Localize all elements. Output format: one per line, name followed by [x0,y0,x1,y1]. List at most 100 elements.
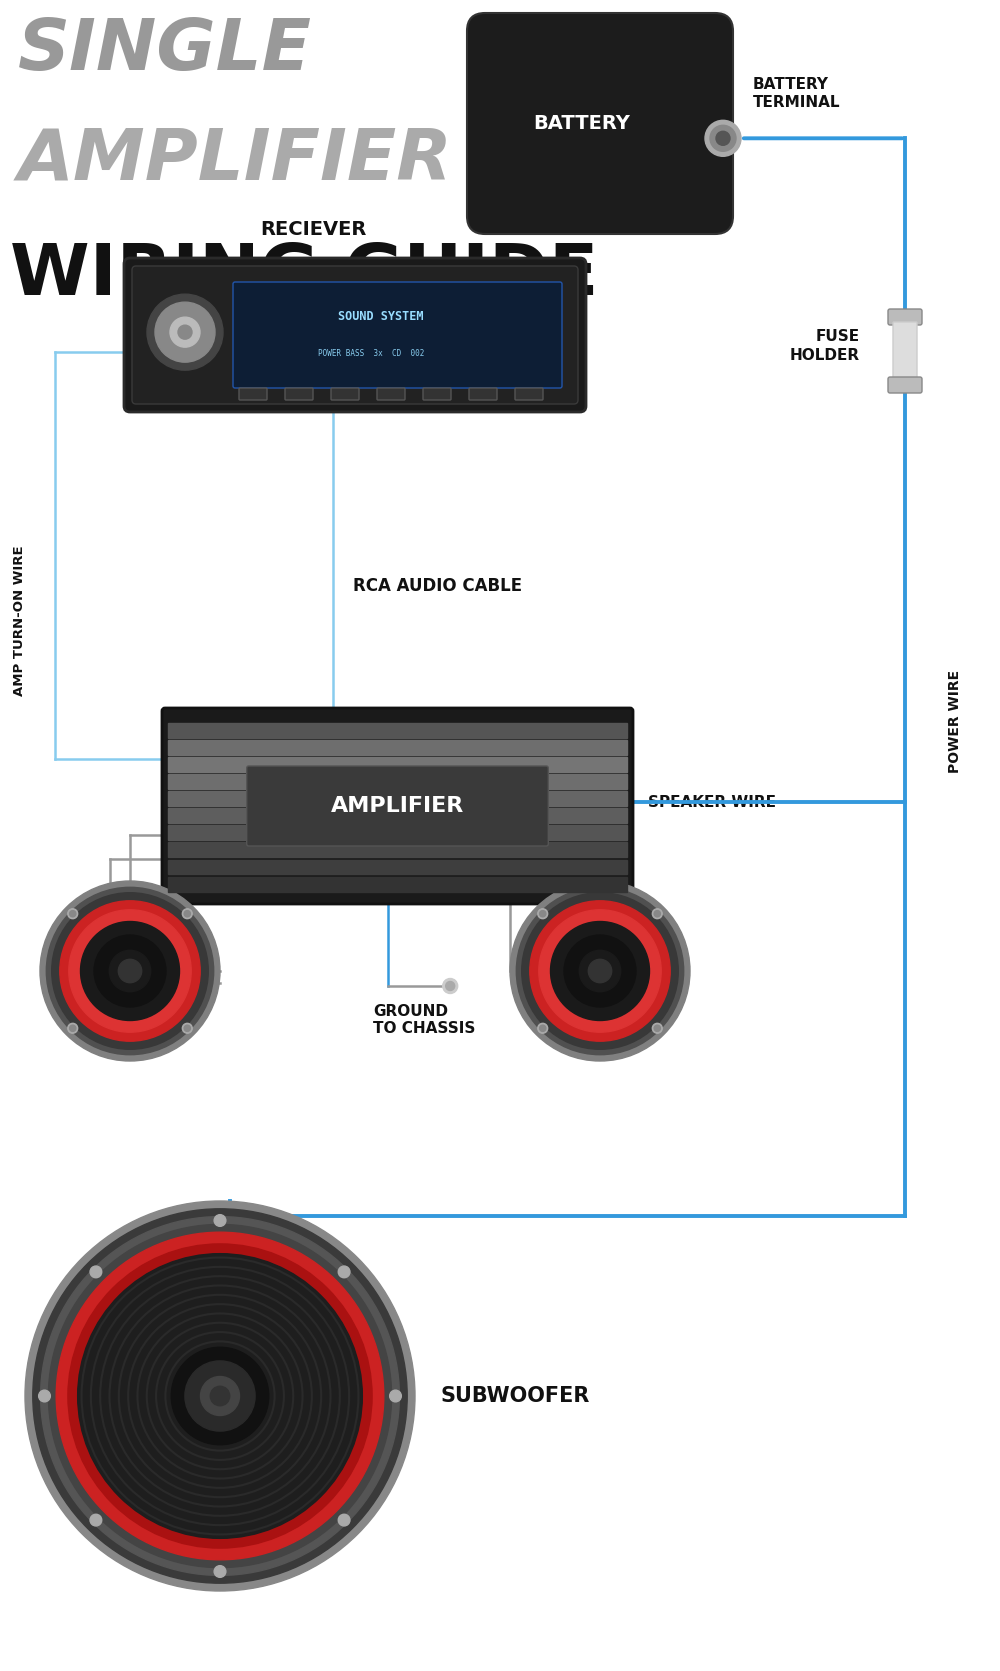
Circle shape [60,901,200,1041]
Circle shape [654,1024,660,1031]
Circle shape [68,1243,372,1547]
Circle shape [184,1024,190,1031]
Text: SOUND SYSTEM: SOUND SYSTEM [338,311,424,323]
Circle shape [109,951,151,991]
FancyBboxPatch shape [467,13,733,234]
Text: AMPLIFIER: AMPLIFIER [331,795,464,815]
Circle shape [654,911,660,917]
FancyBboxPatch shape [331,388,359,399]
Bar [168,774,627,789]
Circle shape [155,302,215,363]
Circle shape [90,1514,102,1526]
Circle shape [446,981,455,991]
Circle shape [48,1225,392,1567]
Circle shape [588,959,612,983]
Bar [168,790,627,805]
Text: WIRING GUIDE: WIRING GUIDE [10,241,598,311]
Circle shape [171,1347,269,1445]
FancyBboxPatch shape [233,282,562,388]
Circle shape [540,1024,546,1031]
Circle shape [25,1201,415,1591]
Circle shape [94,936,166,1008]
Circle shape [652,909,662,919]
Circle shape [705,120,741,157]
Circle shape [52,892,208,1049]
Bar [168,740,627,755]
Circle shape [68,1023,78,1033]
Circle shape [538,1023,548,1033]
FancyBboxPatch shape [888,378,922,393]
Text: SINGLE: SINGLE [18,17,312,85]
FancyBboxPatch shape [239,388,267,399]
Circle shape [118,959,142,983]
Circle shape [522,892,678,1049]
Bar [168,825,627,841]
FancyBboxPatch shape [469,388,497,399]
Circle shape [550,921,650,1021]
Circle shape [579,951,621,991]
Circle shape [539,909,661,1033]
FancyBboxPatch shape [285,388,313,399]
Circle shape [564,936,636,1008]
Bar [168,842,627,857]
Text: FUSE
HOLDER: FUSE HOLDER [790,329,860,363]
Circle shape [147,294,223,371]
Circle shape [390,1390,401,1402]
FancyBboxPatch shape [515,388,543,399]
Text: RCA AUDIO CABLE: RCA AUDIO CABLE [353,576,522,595]
Bar [168,724,627,737]
Circle shape [39,1390,50,1402]
Bar [168,877,627,892]
Text: BATTERY
TERMINAL: BATTERY TERMINAL [753,77,840,110]
FancyBboxPatch shape [132,266,578,404]
Circle shape [70,911,76,917]
Circle shape [184,911,190,917]
Circle shape [338,1267,350,1278]
Circle shape [530,901,670,1041]
Circle shape [69,909,191,1033]
Circle shape [716,132,730,145]
Circle shape [214,1566,226,1577]
FancyBboxPatch shape [377,388,405,399]
Circle shape [510,881,690,1061]
Text: AMPLIFIER: AMPLIFIER [18,125,453,196]
Circle shape [170,317,200,348]
Circle shape [41,1216,399,1576]
FancyBboxPatch shape [888,309,922,324]
FancyBboxPatch shape [124,257,586,413]
Circle shape [68,909,78,919]
Circle shape [46,887,214,1054]
Circle shape [90,1267,102,1278]
Circle shape [516,887,684,1054]
Text: SUBWOOFER: SUBWOOFER [440,1385,589,1405]
Circle shape [538,909,548,919]
Bar [168,757,627,772]
Circle shape [201,1377,240,1415]
Circle shape [652,1023,662,1033]
Circle shape [56,1232,384,1559]
Circle shape [210,1387,230,1405]
Text: RECIEVER: RECIEVER [260,221,366,239]
Circle shape [182,909,192,919]
FancyBboxPatch shape [162,709,633,904]
Bar [168,859,627,874]
Text: SPEAKER WIRE: SPEAKER WIRE [648,795,776,810]
FancyBboxPatch shape [423,388,451,399]
Text: POWER WIRE: POWER WIRE [948,670,962,772]
Circle shape [70,1024,76,1031]
Bar [168,809,627,824]
Circle shape [33,1208,407,1582]
Circle shape [443,979,458,994]
FancyBboxPatch shape [893,323,917,379]
FancyBboxPatch shape [247,765,548,846]
Circle shape [182,1023,192,1033]
Circle shape [40,881,220,1061]
Text: BATTERY: BATTERY [533,114,630,134]
Circle shape [540,911,546,917]
Circle shape [338,1514,350,1526]
Text: AMP TURN-ON WIRE: AMP TURN-ON WIRE [13,546,27,697]
Circle shape [214,1215,226,1227]
Text: GROUND
TO CHASSIS: GROUND TO CHASSIS [373,1004,476,1036]
Text: POWER BASS  3x  CD  002: POWER BASS 3x CD 002 [318,349,425,358]
Circle shape [178,326,192,339]
